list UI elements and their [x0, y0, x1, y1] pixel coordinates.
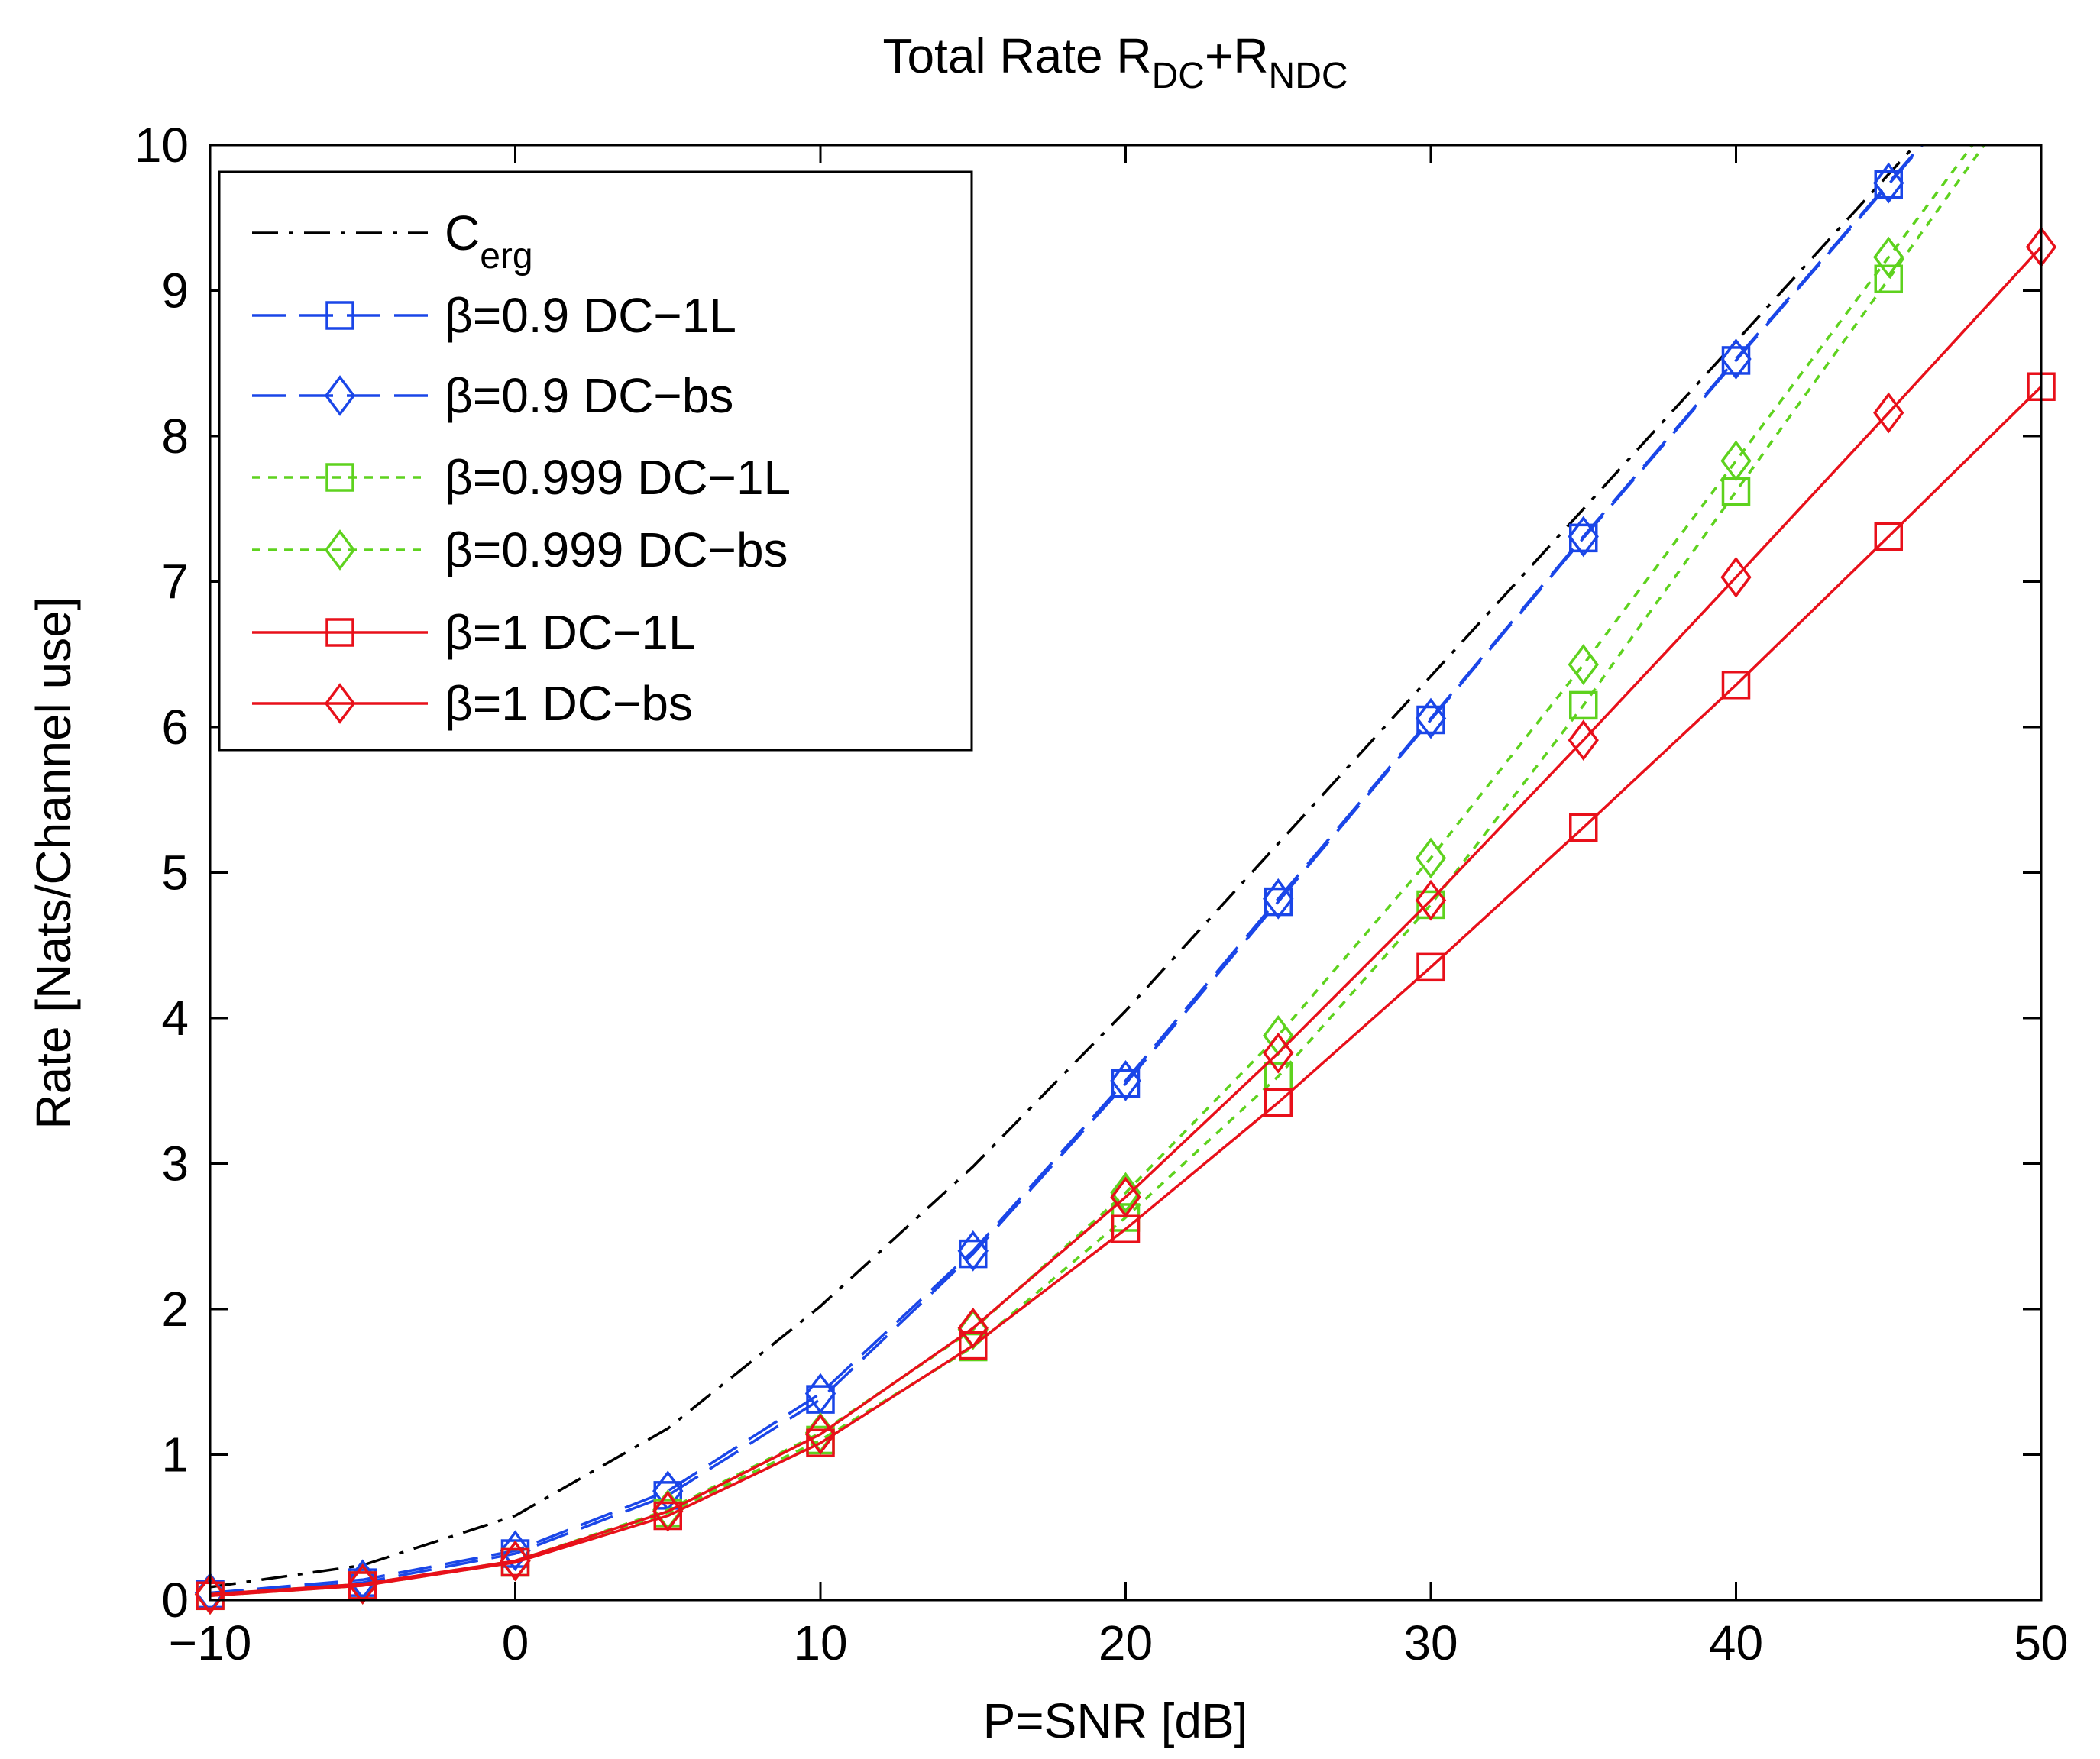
legend-label-b1-1l: β=1 DC−1L — [445, 605, 696, 660]
data-point-b1-bs — [1568, 719, 1599, 761]
data-point-b09-bs — [1110, 1059, 1141, 1101]
chart-title: Total Rate RDC+RNDC — [882, 28, 1348, 96]
series-b1-bs — [194, 226, 2057, 1615]
legend-marker-b09-bs — [324, 375, 356, 416]
y-tick-label: 0 — [161, 1573, 189, 1628]
legend-label-b1-bs: β=1 DC−bs — [445, 676, 693, 731]
y-tick-label: 5 — [161, 846, 189, 901]
x-tick-label: −10 — [169, 1615, 252, 1670]
legend-item-cerg: Cerg — [252, 205, 533, 276]
data-point-b1-bs — [500, 1540, 531, 1582]
legend-label-text: C — [445, 205, 480, 260]
legend-label-b09-bs: β=0.9 DC−bs — [445, 368, 733, 423]
legend-item-b09-bs: β=0.9 DC−bs — [252, 368, 733, 423]
chart-title-sub2: NDC — [1269, 56, 1348, 96]
legend: Cerg β=0.9 DC−1L β=0.9 DC−bs β=0.999 DC−1L β… — [218, 170, 973, 752]
y-tick-label: 4 — [161, 991, 189, 1046]
chart-title-main: Total Rate R — [882, 28, 1151, 83]
legend-label-b09-1l: β=0.9 DC−1L — [445, 288, 736, 343]
legend-label-b0999-1l: β=0.999 DC−1L — [445, 450, 791, 505]
data-point-b1-bs — [1110, 1176, 1141, 1218]
data-point-b1-bs — [652, 1490, 684, 1532]
x-axis-label: P=SNR [dB] — [983, 1693, 1248, 1748]
data-point-b09-bs — [957, 1230, 989, 1272]
data-point-b0999-1l — [1721, 477, 1751, 506]
data-point-b1-1l — [1569, 813, 1598, 842]
legend-label-subscript: erg — [480, 236, 532, 276]
data-point-b1-1l — [1721, 671, 1751, 700]
data-point-b09-bs — [804, 1373, 836, 1415]
data-point-b1-1l — [1874, 522, 1903, 551]
series-layer — [194, 145, 2057, 1615]
data-point-b1-bs — [804, 1413, 836, 1455]
x-tick-label: 40 — [1709, 1615, 1763, 1670]
data-point-b0999-bs — [1873, 236, 1904, 278]
data-point-b09-bs — [1720, 338, 1752, 380]
data-point-b09-bs — [1263, 878, 1294, 920]
data-point-b1-bs — [347, 1563, 378, 1605]
chart-title-plus: +R — [1205, 28, 1269, 83]
data-point-b0999-1l — [1874, 264, 1903, 294]
legend-item-b1-1l: β=1 DC−1L — [252, 605, 696, 660]
data-point-b1-bs — [1873, 392, 1904, 434]
data-point-b1-bs — [1263, 1032, 1294, 1074]
legend-label-text: β=0.9 DC−1L — [445, 288, 736, 343]
legend-marker-b1-1l — [325, 618, 354, 647]
series-line-cerg — [209, 145, 1917, 1589]
legend-label-cerg: Cerg — [445, 205, 533, 276]
data-point-b09-bs — [1415, 697, 1447, 739]
data-point-b0999-bs — [1720, 440, 1752, 482]
data-point-b1-bs — [194, 1573, 226, 1615]
x-tick-label: 20 — [1099, 1615, 1153, 1670]
series-line-b1-bs — [209, 246, 2043, 1596]
legend-marker-b1-bs — [324, 683, 356, 724]
y-axis-label: Rate [Nats/Channel use] — [26, 597, 81, 1129]
y-tick-label: 2 — [161, 1282, 189, 1337]
x-tick-label: 50 — [2014, 1615, 2068, 1670]
data-point-b09-bs — [1568, 516, 1599, 558]
legend-item-b1-bs: β=1 DC−bs — [252, 676, 693, 731]
x-tick-label: 10 — [793, 1615, 847, 1670]
legend-item-b0999-bs: β=0.999 DC−bs — [252, 522, 788, 577]
legend-box — [218, 170, 973, 752]
y-tick-label: 3 — [161, 1137, 189, 1192]
data-point-b1-1l — [1264, 1088, 1293, 1117]
legend-item-b09-1l: β=0.9 DC−1L — [252, 288, 736, 343]
data-point-b1-1l — [806, 1428, 835, 1458]
legend-marker-b0999-bs — [324, 529, 356, 571]
series-line-b1-1l — [209, 385, 2043, 1598]
y-tick-label: 6 — [161, 700, 189, 755]
legend-label-text: β=1 DC−bs — [445, 676, 693, 731]
data-point-b1-bs — [1720, 556, 1752, 598]
x-tick-label: 0 — [502, 1615, 529, 1670]
series-cerg — [209, 145, 1917, 1589]
legend-label-text: β=0.999 DC−1L — [445, 450, 791, 505]
data-point-b0999-bs — [1568, 644, 1599, 686]
chart-title-sub1: DC — [1152, 56, 1205, 96]
data-point-b1-bs — [1415, 879, 1447, 921]
data-point-b1-bs — [957, 1307, 989, 1349]
y-tick-label: 9 — [161, 264, 189, 318]
legend-marker-b0999-1l — [325, 463, 354, 492]
data-point-b0999-1l — [1569, 690, 1598, 720]
y-tick-label: 10 — [134, 118, 189, 173]
data-point-b1-1l — [959, 1331, 988, 1360]
series-line-b09-1l — [209, 145, 1924, 1596]
legend-marker-b09-1l — [325, 301, 354, 330]
legend-label-text: β=0.999 DC−bs — [445, 522, 788, 577]
data-point-b09-bs — [1873, 162, 1904, 204]
legend-label-b0999-bs: β=0.999 DC−bs — [445, 522, 788, 577]
legend-label-text: β=1 DC−1L — [445, 605, 696, 660]
data-point-b1-1l — [1416, 952, 1445, 982]
legend-label-text: β=0.9 DC−bs — [445, 368, 733, 423]
x-tick-label: 30 — [1403, 1615, 1458, 1670]
data-point-b0999-bs — [1415, 837, 1447, 879]
data-point-b09-bs — [500, 1530, 531, 1572]
y-tick-label: 1 — [161, 1428, 189, 1483]
y-tick-label: 7 — [161, 555, 189, 610]
legend-item-b0999-1l: β=0.999 DC−1L — [252, 450, 791, 505]
y-tick-label: 8 — [161, 409, 189, 464]
